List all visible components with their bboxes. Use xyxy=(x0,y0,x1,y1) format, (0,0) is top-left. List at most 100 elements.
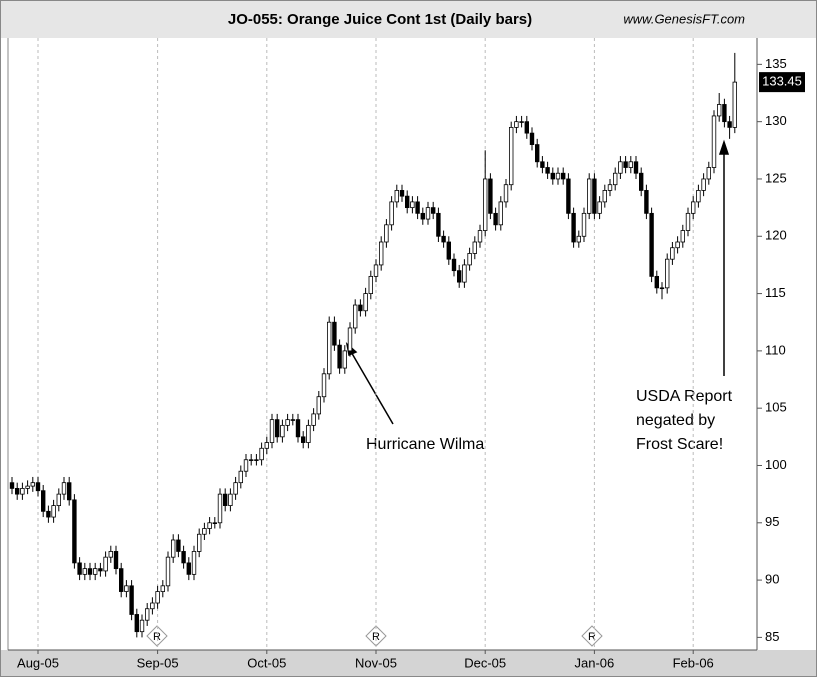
candle-body xyxy=(35,482,41,492)
candle-body xyxy=(254,459,259,461)
candle-body xyxy=(378,241,384,266)
candle-body xyxy=(150,602,155,610)
candle-body xyxy=(524,121,529,134)
r-markers: R R R xyxy=(146,625,603,647)
r-marker xyxy=(581,625,603,647)
x-tick-label: Oct-05 xyxy=(247,655,286,670)
candle-body xyxy=(722,104,727,123)
candle-body xyxy=(280,424,285,438)
r-marker xyxy=(146,625,168,647)
candle-body xyxy=(41,490,46,512)
y-tick-label: 120 xyxy=(765,228,787,243)
candle-body xyxy=(566,178,571,214)
y-tick-label: 135 xyxy=(765,56,787,71)
candle-body xyxy=(602,190,607,203)
candle-body xyxy=(597,201,602,214)
candle-body xyxy=(274,419,280,438)
candle-body xyxy=(202,528,207,535)
candle-body xyxy=(316,396,321,415)
y-tick-label: 110 xyxy=(765,342,786,357)
candle-body xyxy=(217,493,223,524)
candle-body xyxy=(706,167,711,180)
candle-body xyxy=(477,230,483,243)
candle-body xyxy=(186,562,191,575)
candle-body xyxy=(337,344,342,369)
candle-body xyxy=(332,321,337,346)
r-icon: R xyxy=(153,631,161,643)
candle-body xyxy=(654,275,659,289)
candle-body xyxy=(576,235,581,243)
candle-body xyxy=(87,568,93,575)
last-price-box xyxy=(759,72,805,93)
candle-body xyxy=(529,132,535,145)
candle-body xyxy=(222,493,228,506)
candle-body xyxy=(306,424,311,443)
candle-body xyxy=(628,161,633,168)
candle-body xyxy=(295,419,301,438)
candle-body xyxy=(176,539,181,552)
candle-body xyxy=(701,178,706,191)
candle-body xyxy=(14,488,20,495)
candle-body xyxy=(462,264,467,283)
y-tick-label: 105 xyxy=(765,400,787,415)
candle-body xyxy=(243,459,249,472)
candle-body xyxy=(285,419,290,426)
candle-body xyxy=(139,619,145,633)
candle-body xyxy=(77,562,82,575)
candle-body xyxy=(238,470,243,484)
candle-body xyxy=(519,121,524,123)
y-tick-label: 130 xyxy=(765,113,787,128)
candle-body xyxy=(675,241,680,249)
candle-body xyxy=(269,419,275,443)
candle-body xyxy=(248,459,254,461)
candle-body xyxy=(389,201,394,226)
candle-body xyxy=(415,201,420,214)
candle-body xyxy=(696,190,701,203)
candle-body xyxy=(113,551,119,570)
candle-body xyxy=(321,373,327,398)
candle-body xyxy=(670,247,675,260)
candle-body xyxy=(212,522,217,524)
candle-body xyxy=(311,413,316,426)
candle-body xyxy=(420,212,425,220)
candle-body xyxy=(30,482,35,487)
candle-body xyxy=(639,172,644,191)
candle-body xyxy=(103,556,108,572)
x-tick-label: Nov-05 xyxy=(355,655,397,670)
candle-body xyxy=(571,212,576,243)
candle-body xyxy=(342,350,347,369)
candle-body xyxy=(170,539,176,558)
candle-body xyxy=(503,184,509,203)
candle-body xyxy=(108,551,113,558)
x-tick-label: Aug-05 xyxy=(17,655,59,670)
candle-body xyxy=(233,482,238,495)
candle-body xyxy=(732,81,737,128)
candle-body xyxy=(607,184,613,191)
candle-body xyxy=(446,241,451,260)
candle-body xyxy=(25,485,30,489)
x-tick-label: Dec-05 xyxy=(464,655,506,670)
candle-body xyxy=(456,270,462,283)
y-tick-label: 85 xyxy=(765,629,779,644)
candle-body xyxy=(550,172,555,180)
candle-body xyxy=(144,608,150,621)
candle-body xyxy=(644,190,649,214)
candle-body xyxy=(129,585,134,615)
candle-body xyxy=(659,287,665,290)
candle-body xyxy=(228,493,233,506)
r-icon: R xyxy=(372,631,380,643)
candle-body xyxy=(264,442,269,449)
candle-body xyxy=(581,212,587,237)
candle-body xyxy=(56,493,61,506)
candle-body xyxy=(514,121,519,128)
candle-body xyxy=(410,201,415,209)
source-label: www.GenesisFT.com xyxy=(623,11,745,26)
candle-body xyxy=(623,161,628,168)
candle-body xyxy=(207,522,212,529)
candle-body xyxy=(613,172,618,186)
candle-body xyxy=(691,201,696,214)
last-price-label: 133.45 xyxy=(762,74,802,89)
candle-body xyxy=(498,201,503,226)
title-band xyxy=(1,1,816,38)
